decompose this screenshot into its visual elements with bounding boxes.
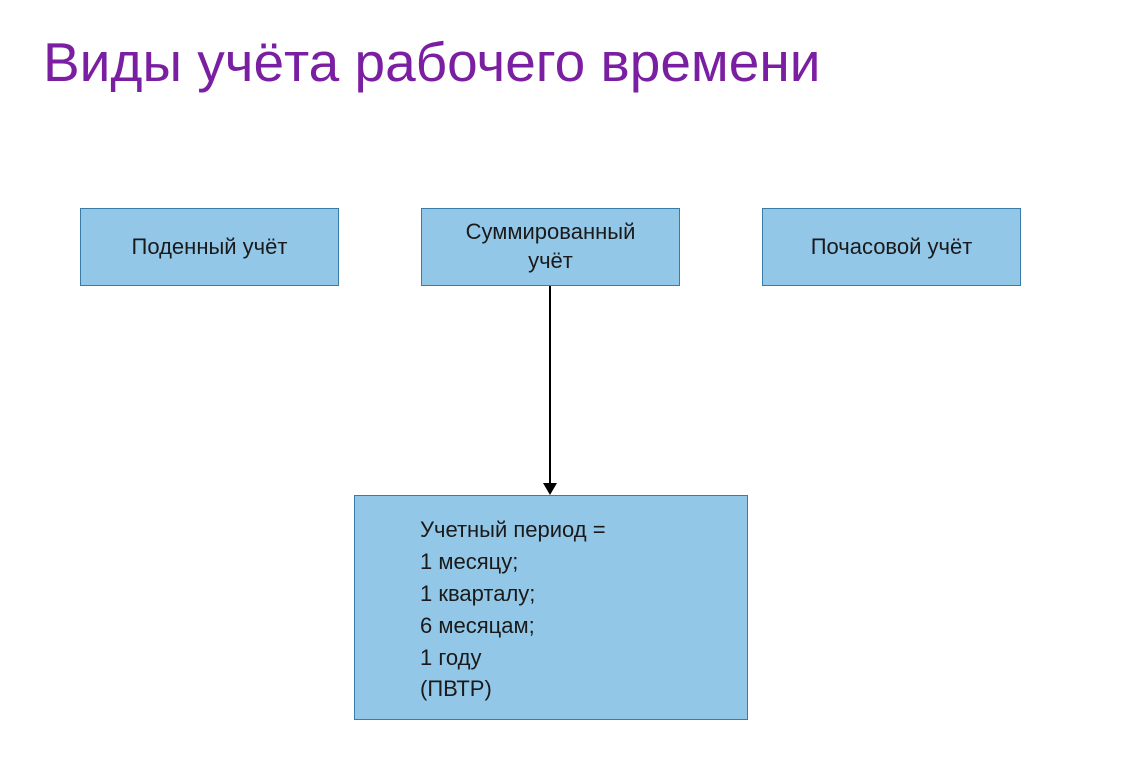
detail-line: (ПВТР) [420,673,747,705]
node-daily-accounting: Поденный учёт [80,208,339,286]
node-summarized-accounting: Суммированныйучёт [421,208,680,286]
node-label: Поденный учёт [132,233,288,262]
detail-line: 6 месяцам; [420,610,747,642]
detail-line: 1 месяцу; [420,546,747,578]
node-hourly-accounting: Почасовой учёт [762,208,1021,286]
detail-line: Учетный период = [420,514,747,546]
edge-arrowhead [543,483,557,495]
page-title: Виды учёта рабочего времени [43,30,820,94]
detail-line: 1 году [420,642,747,674]
detail-line: 1 кварталу; [420,578,747,610]
node-label: Почасовой учёт [811,233,973,262]
node-label: Суммированныйучёт [466,218,636,275]
node-accounting-period: Учетный период = 1 месяцу; 1 кварталу; 6… [354,495,748,720]
edge-line [549,286,551,485]
